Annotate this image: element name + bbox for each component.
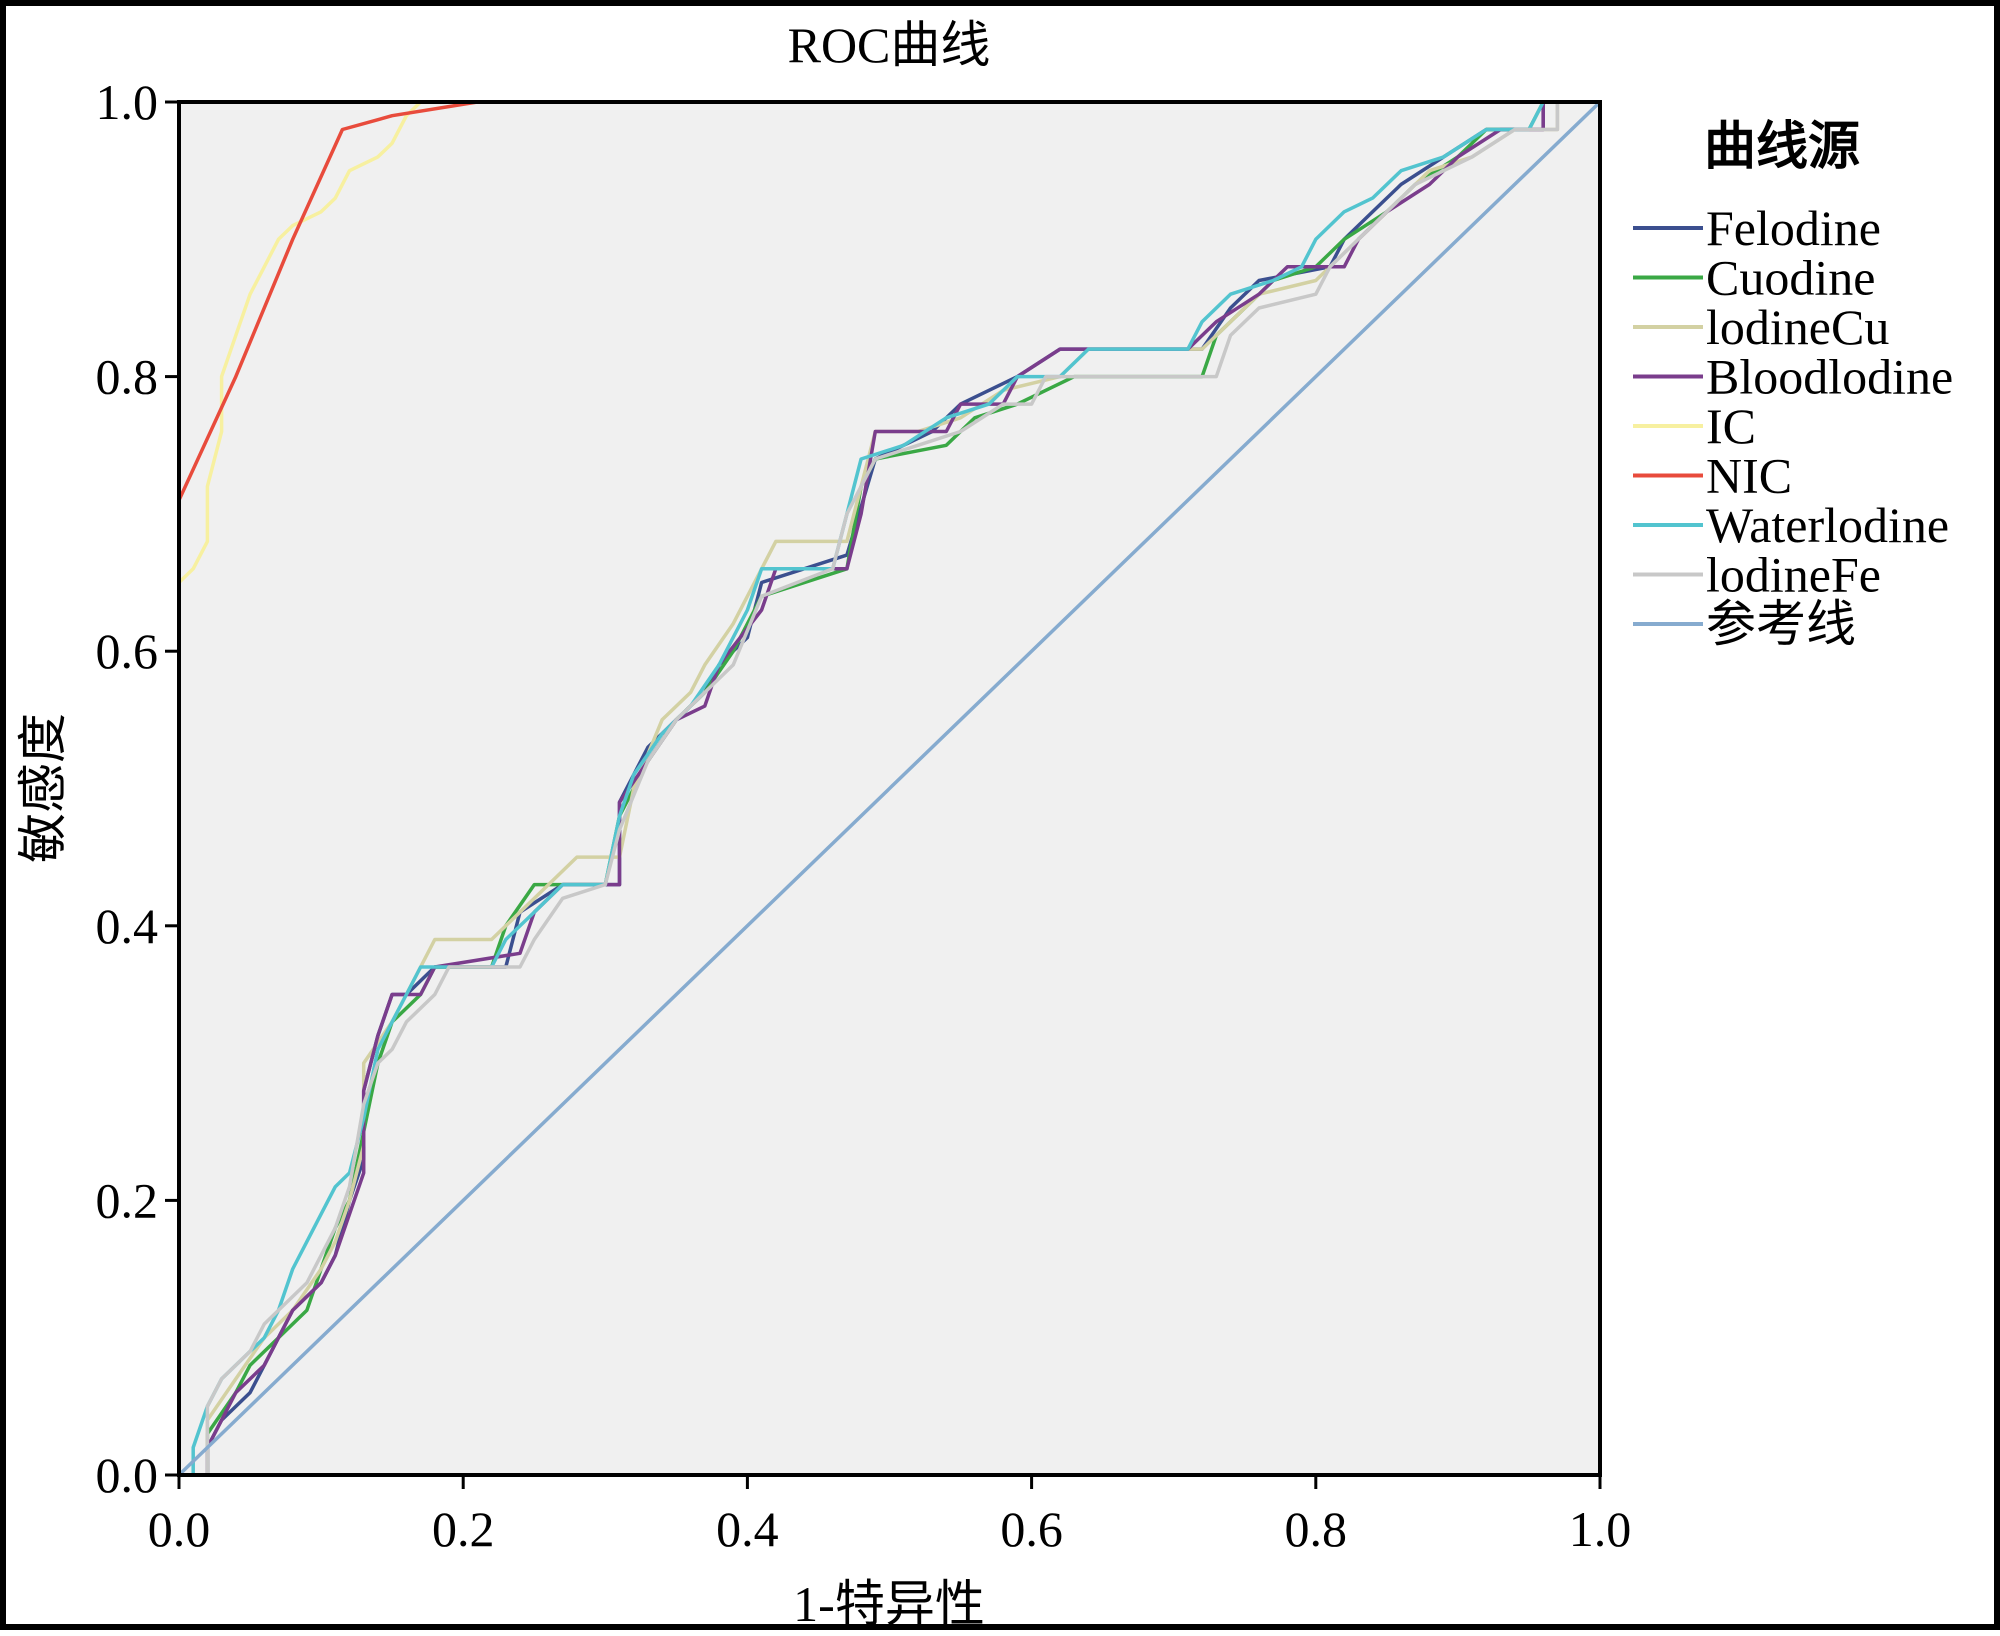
x-tick-label: 1.0 — [1569, 1501, 1632, 1557]
series-line-7 — [179, 100, 1600, 1477]
series-line-5 — [177, 100, 1600, 1475]
x-tick-label: 0.6 — [1000, 1501, 1063, 1557]
y-tick-label: 0.0 — [96, 1447, 159, 1503]
x-axis: 0.0 0.2 0.4 0.6 0.8 1.0 — [148, 1475, 1632, 1557]
x-tick-label: 0.0 — [148, 1501, 211, 1557]
legend-label: IC — [1706, 398, 1756, 454]
series-line-3 — [179, 100, 1600, 1477]
series-line-4 — [177, 100, 1600, 584]
y-axis: 0.0 0.2 0.4 0.6 0.8 1.0 — [96, 74, 179, 1503]
x-axis-label: 1-特异性 — [793, 1576, 985, 1632]
legend-label: lodineFe — [1706, 547, 1881, 603]
legend-label: 参考线 — [1706, 596, 1856, 652]
legend-title: 曲线源 — [1704, 118, 1860, 176]
x-tick-label: 0.2 — [432, 1501, 495, 1557]
legend: FelodineCuodinelodineCuBloodlodineICNICW… — [1633, 200, 1953, 652]
legend-label: Cuodine — [1706, 250, 1875, 306]
roc-chart: 0.0 0.2 0.4 0.6 0.8 1.0 0.0 0.2 0.4 0.6 0.8 1.0 RO… — [15, 17, 1953, 1632]
x-tick-label: 0.4 — [716, 1501, 779, 1557]
plot-border — [177, 100, 1602, 1477]
y-tick-label: 0.4 — [96, 898, 159, 954]
x-tick-label: 0.8 — [1285, 1501, 1348, 1557]
legend-label: NIC — [1706, 448, 1792, 504]
y-tick-label: 1.0 — [96, 74, 159, 130]
legend-label: Bloodlodine — [1706, 349, 1953, 405]
y-tick-label: 0.2 — [96, 1172, 159, 1228]
legend-label: Felodine — [1706, 200, 1881, 256]
y-tick-label: 0.6 — [96, 623, 159, 679]
curve-layer — [177, 100, 1602, 1477]
chart-title: ROC曲线 — [788, 17, 991, 73]
legend-label: lodineCu — [1706, 299, 1889, 355]
series-line-8 — [177, 100, 1602, 1477]
y-axis-label: 敏感度 — [15, 713, 71, 863]
y-tick-label: 0.8 — [96, 349, 159, 405]
legend-label: Waterlodine — [1706, 497, 1949, 553]
